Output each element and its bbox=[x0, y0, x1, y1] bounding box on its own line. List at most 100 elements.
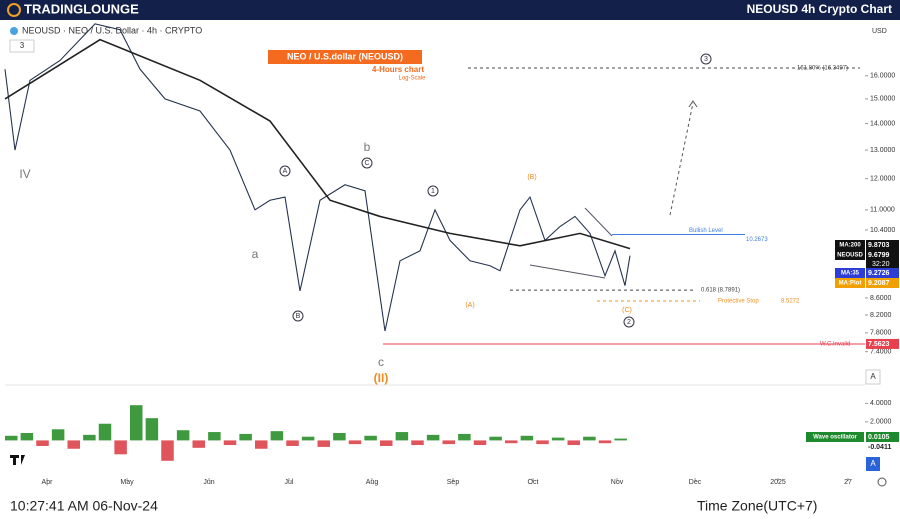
x-tick-label: May bbox=[120, 479, 134, 486]
osc-bar bbox=[192, 440, 205, 448]
wave-label: 3 bbox=[704, 56, 708, 63]
badge-name-bg bbox=[835, 278, 865, 288]
y-tick-label: 7.4000 bbox=[870, 349, 892, 356]
auto-label: A bbox=[870, 372, 876, 381]
badge-name-bg bbox=[835, 240, 865, 250]
osc-bar bbox=[520, 435, 534, 441]
y-tick-label: 10.4000 bbox=[870, 227, 895, 234]
wave-label: A bbox=[283, 168, 288, 175]
scale-note: Log-Scale bbox=[398, 76, 426, 82]
badge-name: MA:Plot bbox=[839, 281, 862, 287]
wave-label: (II) bbox=[374, 371, 389, 385]
osc-bar bbox=[348, 440, 362, 445]
level-label: Protective Stop bbox=[718, 299, 759, 305]
countdown-bg bbox=[866, 259, 899, 268]
x-tick-label: Nov bbox=[611, 479, 624, 486]
wave-circle bbox=[427, 185, 439, 197]
chart-title: NEO / U.S.dollar (NEOUSD) bbox=[287, 51, 403, 61]
wave-label: (A) bbox=[465, 302, 474, 309]
osc-bar bbox=[536, 440, 549, 445]
wave-label: B bbox=[296, 313, 301, 320]
wave-circle bbox=[361, 157, 373, 169]
osc-bar bbox=[333, 432, 346, 441]
osc-bar bbox=[145, 418, 159, 441]
legend-text: NEOUSD · NEO / U.S. Dollar · 4h · CRYPTO bbox=[22, 25, 202, 35]
osc-bar bbox=[458, 433, 471, 441]
osc-bar bbox=[598, 440, 612, 444]
osc-bar bbox=[239, 433, 252, 441]
wave-circle bbox=[700, 53, 712, 65]
osc-bar bbox=[395, 432, 409, 441]
wedge-line bbox=[529, 264, 606, 279]
level-value: 10.2673 bbox=[746, 237, 768, 243]
osc-bar bbox=[161, 440, 174, 461]
y-tick-label: 15.0000 bbox=[870, 96, 895, 103]
wave-label: IV bbox=[19, 167, 30, 181]
osc-bar bbox=[255, 440, 268, 449]
osc-bar bbox=[301, 436, 315, 441]
auto-button[interactable] bbox=[865, 369, 881, 385]
wave-label: (C) bbox=[622, 307, 632, 314]
countdown: 32:20 bbox=[872, 261, 890, 268]
osc-bar bbox=[473, 440, 487, 446]
auto-button[interactable] bbox=[866, 457, 880, 471]
auto-label: A bbox=[870, 459, 876, 468]
badge-name: MA:35 bbox=[841, 271, 860, 277]
axis-unit: USD bbox=[872, 28, 887, 35]
header-bar bbox=[0, 0, 900, 20]
arrow-head bbox=[688, 100, 698, 108]
level-label: Bullish Level bbox=[689, 228, 723, 234]
level-badge bbox=[866, 338, 899, 349]
x-tick-label: Dec bbox=[689, 479, 702, 486]
wave-label: a bbox=[252, 247, 259, 261]
osc-bar bbox=[364, 435, 377, 441]
wave-label: 1 bbox=[431, 188, 435, 195]
osc-bar bbox=[411, 440, 424, 446]
osc-bar bbox=[442, 440, 455, 445]
wave-label: c bbox=[378, 355, 384, 369]
x-tick-label: Jun bbox=[203, 479, 214, 486]
osc-name: Wave oscillator bbox=[813, 435, 857, 441]
badge-value: 9.6799 bbox=[868, 252, 890, 259]
osc-bar bbox=[36, 440, 49, 446]
osc-bar bbox=[67, 440, 80, 449]
indicator-count: 3 bbox=[20, 41, 25, 50]
wave-circle bbox=[292, 310, 304, 322]
osc-bar bbox=[426, 434, 440, 441]
footer-timezone: Time Zone(UTC+7) bbox=[697, 498, 817, 514]
wave-label: C bbox=[364, 160, 369, 167]
osc-value-bg bbox=[866, 432, 899, 442]
osc-bar bbox=[223, 440, 237, 446]
header-title: NEOUSD 4h Crypto Chart bbox=[747, 2, 892, 16]
badge-value-bg bbox=[866, 240, 899, 250]
osc-tick-label: 2.0000 bbox=[870, 419, 892, 426]
badge-value-bg bbox=[866, 278, 899, 288]
brand: TradingLounge bbox=[24, 1, 139, 16]
level-label: W.C.Invalid bbox=[820, 342, 850, 348]
osc-bar bbox=[567, 440, 580, 446]
wave-label: 2 bbox=[627, 319, 631, 326]
osc-bar bbox=[489, 436, 502, 441]
osc-value: 0.0105 bbox=[868, 434, 890, 441]
y-tick-label: 7.8000 bbox=[870, 330, 892, 337]
series-line bbox=[4, 38, 631, 250]
badge-value: 9.2726 bbox=[868, 270, 890, 277]
indicator-box[interactable] bbox=[9, 39, 35, 53]
badge-name: NEOUSD bbox=[837, 253, 863, 259]
y-tick-label: 13.0000 bbox=[870, 147, 895, 154]
footer-time: 10:27:41 AM 06-Nov-24 bbox=[10, 498, 158, 514]
osc-value: -0.0411 bbox=[868, 444, 891, 451]
osc-bar bbox=[583, 436, 596, 441]
settings-button[interactable] bbox=[877, 477, 887, 487]
osc-tick-label: 4.0000 bbox=[870, 400, 892, 407]
x-tick-label: Oct bbox=[528, 479, 539, 486]
x-tick-label: Aug bbox=[366, 479, 379, 486]
osc-bar bbox=[551, 437, 565, 441]
x-tick-label: Jul bbox=[285, 479, 294, 486]
badge-name-bg bbox=[835, 250, 865, 260]
level-value: 7.5623 bbox=[868, 341, 890, 348]
level-value: 8.5272 bbox=[781, 299, 800, 305]
osc-bar bbox=[286, 440, 299, 446]
title-box bbox=[268, 50, 422, 64]
